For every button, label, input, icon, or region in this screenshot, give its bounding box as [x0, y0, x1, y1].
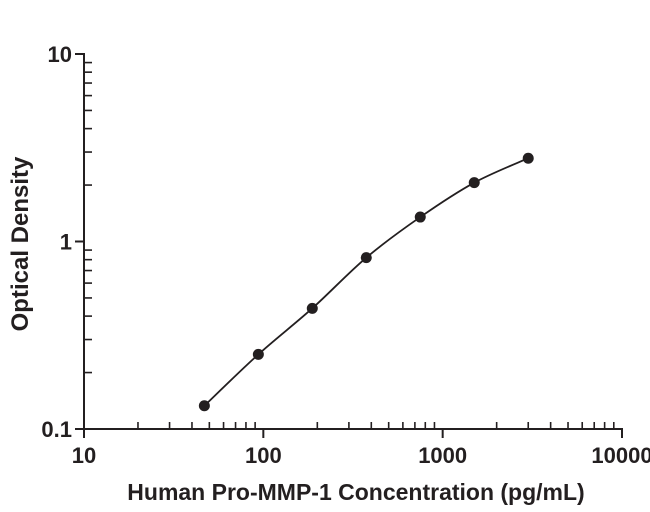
data-point-marker	[252, 348, 264, 360]
x-tick-label: 100	[245, 443, 282, 468]
x-axis-title: Human Pro-MMP-1 Concentration (pg/mL)	[127, 479, 585, 505]
data-point-marker	[468, 177, 480, 189]
x-tick-label: 1000	[418, 443, 467, 468]
x-tick-label: 10	[72, 443, 96, 468]
x-tick-label: 10000	[591, 443, 650, 468]
data-point-marker	[306, 302, 318, 314]
y-tick-label: 1	[60, 230, 72, 255]
y-tick-label: 10	[48, 42, 72, 67]
y-tick-label: 0.1	[41, 417, 72, 442]
data-point-marker	[198, 400, 210, 412]
y-axis-title: Optical Density	[7, 156, 34, 332]
data-point-marker	[360, 252, 372, 264]
data-point-marker	[414, 211, 426, 223]
data-point-marker	[522, 152, 534, 164]
standard-curve-line	[203, 157, 529, 407]
